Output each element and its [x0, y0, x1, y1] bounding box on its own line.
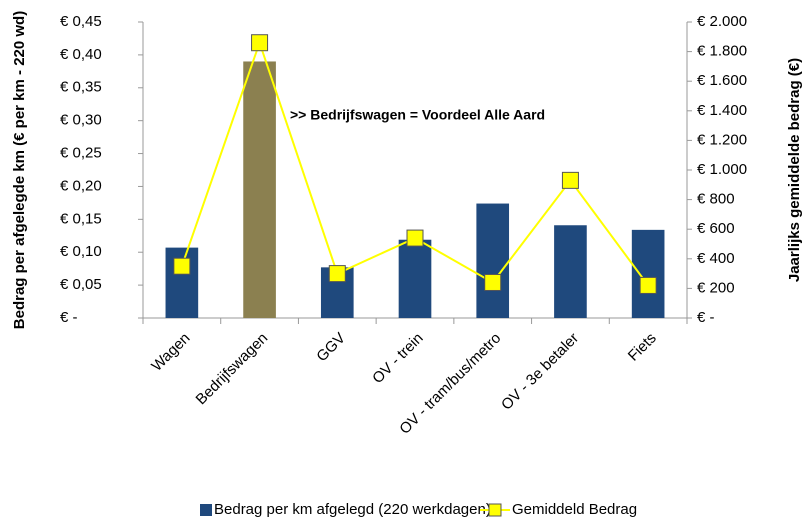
y2-tick-label: € 1.200 [697, 131, 747, 148]
bar [243, 61, 276, 318]
y2-axis-label: Jaarlijks gemiddelde bedrag (€) [786, 58, 803, 282]
y2-tick-label: € 1.800 [697, 43, 747, 60]
x-tick-label: Wagen [148, 330, 193, 375]
legend-label: Gemiddeld Bedrag [512, 501, 637, 518]
y2-tick-label: € - [697, 309, 715, 326]
x-tick-label: Bedrijfswagen [193, 330, 272, 409]
legend-label: Bedrag per km afgelegd (220 werkdagen) [214, 501, 491, 518]
marker [484, 273, 502, 291]
y2-tick-label: € 1.600 [697, 72, 747, 89]
y-tick-label: € - [60, 309, 78, 326]
y-tick-label: € 0,20 [60, 177, 102, 194]
x-tick-label: GGV [313, 330, 349, 366]
y2-tick-label: € 400 [697, 250, 735, 267]
y2-tick-label: € 200 [697, 279, 735, 296]
bar [631, 229, 665, 318]
y-tick-label: € 0,40 [60, 46, 102, 63]
y-tick-label: € 0,25 [60, 145, 102, 162]
x-tick-label: OV - trein [369, 330, 426, 387]
y2-tick-label: € 2.000 [697, 13, 747, 30]
y2-tick-label: € 1.000 [697, 161, 747, 178]
y-tick-label: € 0,35 [60, 79, 102, 96]
y-tick-label: € 0,30 [60, 112, 102, 129]
y-tick-label: € 0,45 [60, 13, 102, 30]
y-tick-label: € 0,15 [60, 210, 102, 227]
bar [476, 203, 510, 318]
bar [554, 225, 587, 318]
marker [251, 34, 269, 52]
y2-tick-label: € 600 [697, 220, 735, 237]
marker [561, 171, 579, 189]
y2-tick-label: € 800 [697, 191, 735, 208]
bar [398, 239, 432, 318]
marker [406, 229, 424, 247]
x-tick-label: Fiets [625, 330, 660, 365]
y-axis-label: Bedrag per afgelegde km (€ per km - 220 … [11, 11, 28, 329]
marker [328, 265, 346, 283]
legend-swatch [200, 504, 212, 516]
legend-marker [488, 503, 502, 517]
marker [639, 276, 657, 294]
x-tick-label: OV - 3e betaler [498, 330, 582, 414]
y2-tick-label: € 1.400 [697, 102, 747, 119]
y-tick-label: € 0,05 [60, 276, 102, 293]
annotation: >> Bedrijfswagen = Voordeel Alle Aard [290, 107, 545, 123]
marker [173, 257, 191, 275]
y-tick-label: € 0,10 [60, 243, 102, 260]
